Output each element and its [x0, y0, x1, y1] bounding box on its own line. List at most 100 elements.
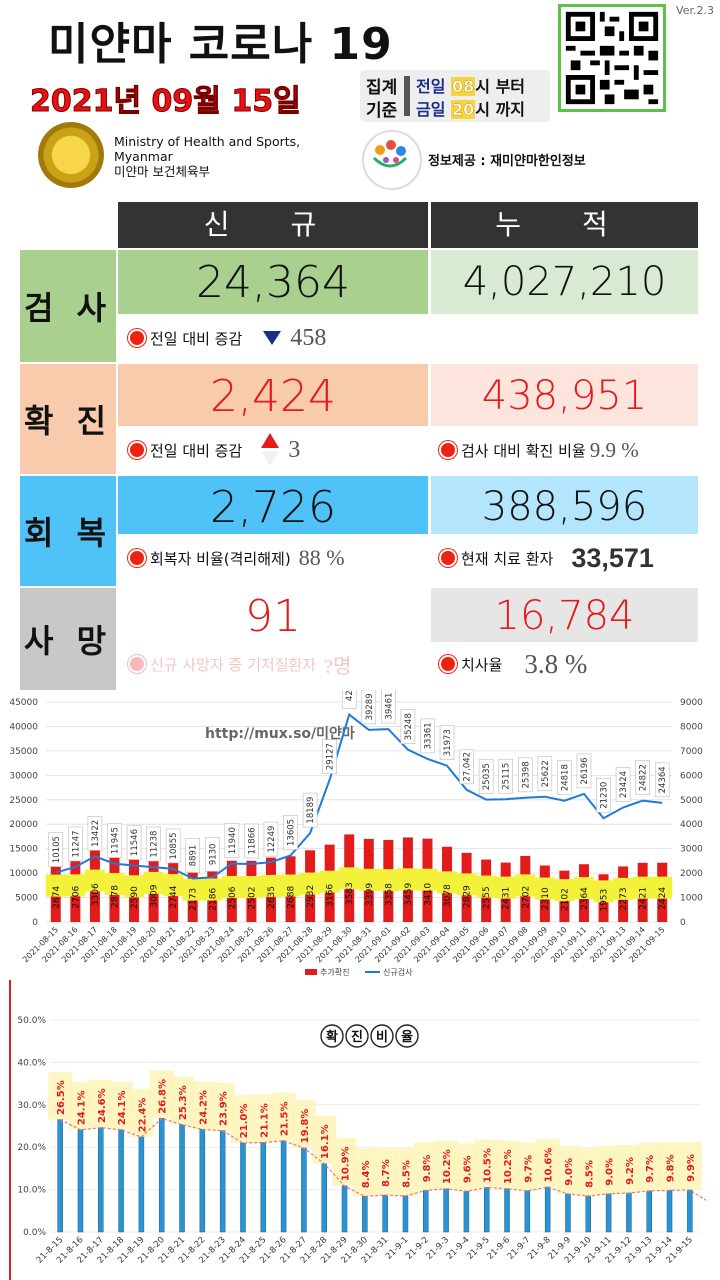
tests-label-box — [341, 690, 357, 709]
recovery-rate-row: 회복자 비율(격리해제) 88 % — [118, 534, 428, 582]
confirmed-bar-label: 3009 — [150, 884, 160, 907]
rate-bar-label: 21.0% — [239, 1104, 250, 1139]
tests-label-box — [420, 718, 435, 754]
confirmed-bar-label: 2424 — [658, 887, 668, 910]
confirmed-bar-label: 3459 — [404, 882, 414, 905]
rate-label-background — [251, 1094, 276, 1143]
confirmed-bar-label: 3583 — [345, 882, 355, 905]
confirmed-bar-label: 3306 — [91, 883, 101, 906]
ministry-text: Ministry of Health and Sports, Myanmar 미… — [114, 134, 300, 179]
y-tick-label: 20.0% — [17, 1143, 46, 1153]
tests-point-label: 25035 — [482, 763, 492, 790]
aggregation-to-hour: 20 — [451, 100, 476, 119]
qr-code[interactable] — [558, 4, 666, 112]
aggregation-divider — [404, 76, 410, 116]
rate-bar — [544, 1186, 551, 1233]
test-new-value: 24,364 — [118, 250, 428, 314]
tests-point-label: 42.4 — [345, 690, 355, 701]
rate-bar-label: 9.8% — [666, 1155, 677, 1183]
y-right-tick-label: 6000 — [680, 771, 703, 781]
chart-title-char: 율 — [401, 1029, 413, 1045]
rate-bar-label: 8.4% — [361, 1161, 372, 1189]
confirmed-label-background — [437, 871, 458, 894]
tests-point-label: 11238 — [150, 831, 160, 858]
korean-info-logo — [362, 130, 422, 190]
row-label-death: 사 망 — [20, 588, 116, 690]
rate-bar — [77, 1129, 84, 1233]
rate-bar — [301, 1147, 307, 1233]
chart-title-char: 비 — [376, 1030, 388, 1045]
rate-trend-line — [59, 1117, 707, 1201]
row-label-recovered: 회 복 — [20, 476, 116, 586]
confirmed-bar-label: 2702 — [521, 886, 531, 909]
fatality-row: 치사율 3.8 % — [431, 642, 698, 686]
y-right-tick-label: 5000 — [680, 796, 703, 806]
rate-bar — [118, 1129, 124, 1233]
y-right-tick-label: 0 — [680, 918, 686, 928]
recovery-rate-value: 88 % — [298, 545, 345, 570]
confirmed-label-background — [260, 874, 281, 897]
rate-bar-label: 24.6% — [97, 1088, 108, 1123]
tests-label-box — [537, 756, 553, 792]
tests-point-label: 24364 — [658, 766, 668, 793]
aggregation-label-2: 기준 — [366, 101, 398, 121]
y-right-tick-label: 8000 — [680, 722, 703, 732]
rate-label-background — [190, 1081, 215, 1130]
rate-label-background — [637, 1142, 662, 1191]
tests-point-label: 8891 — [189, 845, 199, 867]
tests-point-label: 11940 — [228, 827, 238, 854]
tests-point-label: 12249 — [267, 826, 277, 853]
tests-point-label: 11945 — [110, 827, 120, 854]
y-tick-label: 10.0% — [17, 1186, 46, 1196]
rate-bar-label: 8.5% — [584, 1160, 595, 1188]
confirmed-label-background — [104, 872, 125, 895]
aggregation-from-hour: 08 — [451, 77, 476, 96]
rate-bar-label: 9.0% — [605, 1158, 616, 1186]
confirmed-label-background — [417, 868, 438, 891]
active-cases-label: 현재 치료 환자 — [461, 549, 554, 568]
rate-bar-label: 21.5% — [280, 1101, 291, 1136]
y-left-tick-label: 35000 — [9, 747, 38, 757]
confirmed-bar-label: 2555 — [482, 886, 492, 909]
rate-bar — [463, 1191, 470, 1233]
legend-label-confirmed: 추가확진 — [320, 967, 349, 977]
tests-confirmed-chart: 0500010000150002000025000300003500040000… — [0, 690, 720, 980]
qr-code-graphic — [561, 7, 663, 109]
rate-bar-label: 9.9% — [686, 1154, 697, 1182]
rate-label-background — [373, 1147, 398, 1196]
confirmed-label-background — [456, 873, 477, 896]
y-left-tick-label: 30000 — [9, 771, 38, 781]
confirmed-bar-label: 2932 — [306, 885, 316, 908]
rate-bar-label: 16.1% — [320, 1124, 331, 1159]
confirmed-label-background — [613, 877, 634, 900]
down-triangle-icon — [263, 331, 282, 345]
y-left-tick-label: 45000 — [9, 698, 38, 708]
death-cumulative-value: 16,784 — [431, 588, 698, 644]
tests-point-label: 9130 — [208, 844, 218, 866]
tests-label-box — [381, 690, 396, 724]
y-right-tick-label: 9000 — [680, 698, 703, 708]
title-char-circle — [320, 1024, 344, 1048]
rate-bar — [443, 1188, 449, 1233]
rate-label-background — [515, 1142, 540, 1191]
rate-bar — [666, 1190, 673, 1233]
confirmed-bar-label: 2674 — [52, 886, 62, 909]
rate-label-background — [616, 1144, 641, 1193]
tests-point-label: 11247 — [71, 830, 81, 857]
y-tick-label: 30.0% — [17, 1101, 46, 1111]
confirmed-label-background — [65, 874, 86, 897]
confirmed-label-background — [143, 871, 164, 894]
rate-bar — [362, 1196, 368, 1233]
confirmed-bar-label: 2102 — [560, 888, 570, 911]
rate-label-background — [434, 1140, 459, 1189]
ministry-name-en-2: Myanmar — [114, 149, 173, 164]
test-cumulative-value: 4,027,210 — [431, 250, 698, 314]
rate-bar-label: 19.8% — [300, 1109, 311, 1144]
confirmed-bar-label: 2431 — [502, 887, 512, 910]
rate-bar-label: 26.5% — [56, 1080, 67, 1115]
tests-label-box — [48, 832, 64, 867]
rate-bar — [138, 1136, 145, 1233]
rate-bar-label: 9.7% — [523, 1155, 534, 1183]
rate-bar-label: 9.0% — [564, 1158, 575, 1186]
tests-point-label: 24818 — [560, 764, 570, 791]
